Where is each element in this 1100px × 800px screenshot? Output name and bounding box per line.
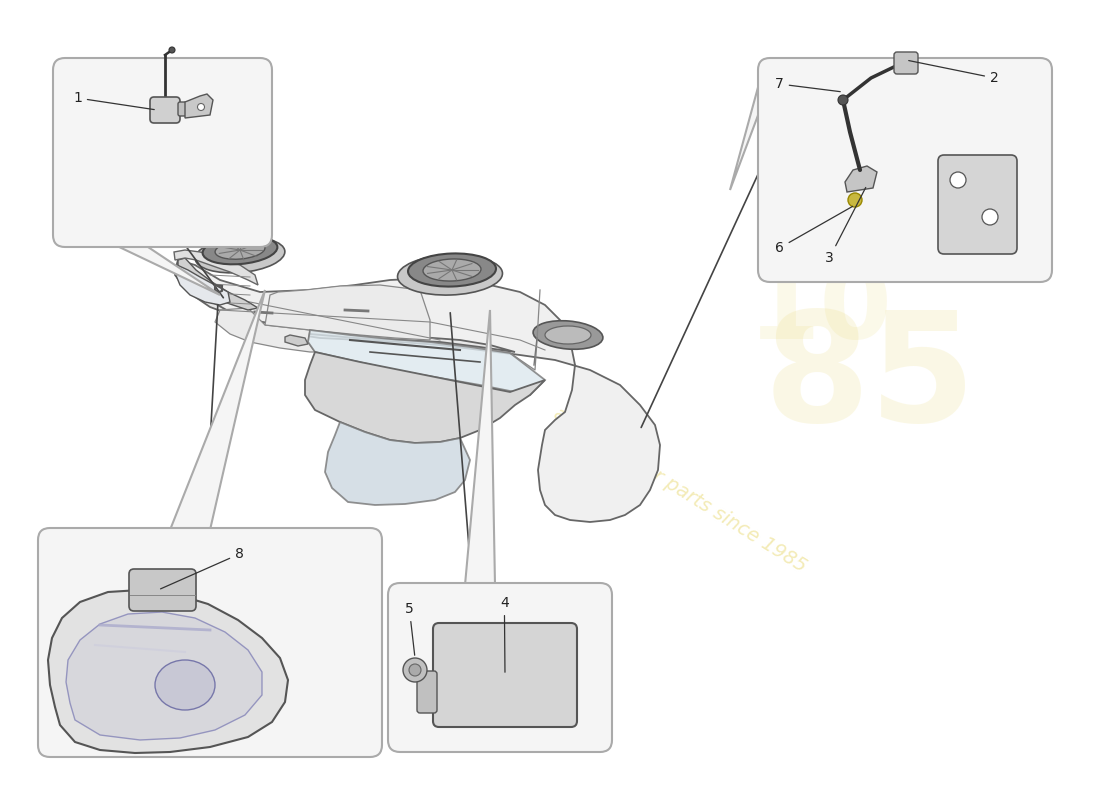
- Text: 10: 10: [748, 259, 892, 361]
- Polygon shape: [66, 612, 262, 740]
- Polygon shape: [305, 352, 544, 443]
- Circle shape: [982, 209, 998, 225]
- Polygon shape: [175, 270, 515, 352]
- Text: 7: 7: [776, 77, 840, 92]
- Text: 8: 8: [161, 547, 244, 589]
- Circle shape: [198, 103, 205, 110]
- FancyBboxPatch shape: [894, 52, 918, 74]
- FancyBboxPatch shape: [938, 155, 1018, 254]
- Polygon shape: [174, 250, 258, 285]
- Polygon shape: [116, 245, 220, 295]
- Polygon shape: [845, 166, 877, 192]
- Circle shape: [838, 95, 848, 105]
- FancyBboxPatch shape: [388, 583, 612, 752]
- Polygon shape: [178, 258, 258, 310]
- Text: a passion for parts since 1985: a passion for parts since 1985: [550, 404, 810, 576]
- FancyBboxPatch shape: [433, 623, 578, 727]
- Polygon shape: [175, 265, 230, 305]
- FancyBboxPatch shape: [417, 671, 437, 713]
- Polygon shape: [285, 335, 308, 346]
- FancyBboxPatch shape: [53, 58, 272, 247]
- Text: 1: 1: [73, 91, 154, 110]
- FancyBboxPatch shape: [150, 97, 180, 123]
- Polygon shape: [308, 330, 544, 395]
- Text: 2: 2: [909, 61, 999, 85]
- Ellipse shape: [408, 254, 496, 286]
- Ellipse shape: [202, 236, 277, 264]
- Ellipse shape: [424, 259, 481, 281]
- Text: 85: 85: [763, 306, 977, 454]
- Ellipse shape: [195, 237, 285, 273]
- Text: 3: 3: [825, 187, 866, 265]
- Polygon shape: [170, 290, 265, 530]
- Polygon shape: [214, 308, 315, 352]
- Circle shape: [409, 664, 421, 676]
- Ellipse shape: [155, 660, 214, 710]
- Polygon shape: [465, 310, 495, 585]
- Polygon shape: [730, 80, 760, 190]
- Ellipse shape: [397, 255, 503, 295]
- Circle shape: [950, 172, 966, 188]
- Circle shape: [169, 47, 175, 53]
- Polygon shape: [324, 422, 470, 505]
- Polygon shape: [265, 285, 430, 340]
- Text: 4: 4: [500, 596, 508, 672]
- Text: 6: 6: [776, 206, 853, 255]
- FancyBboxPatch shape: [178, 102, 188, 116]
- Polygon shape: [185, 94, 213, 118]
- FancyBboxPatch shape: [129, 569, 196, 611]
- Circle shape: [403, 658, 427, 682]
- Ellipse shape: [534, 321, 603, 350]
- FancyBboxPatch shape: [39, 528, 382, 757]
- FancyBboxPatch shape: [758, 58, 1052, 282]
- Polygon shape: [175, 260, 660, 522]
- Ellipse shape: [544, 326, 591, 344]
- Text: 5: 5: [405, 602, 415, 655]
- Polygon shape: [48, 590, 288, 753]
- Ellipse shape: [216, 241, 265, 259]
- Circle shape: [848, 193, 862, 207]
